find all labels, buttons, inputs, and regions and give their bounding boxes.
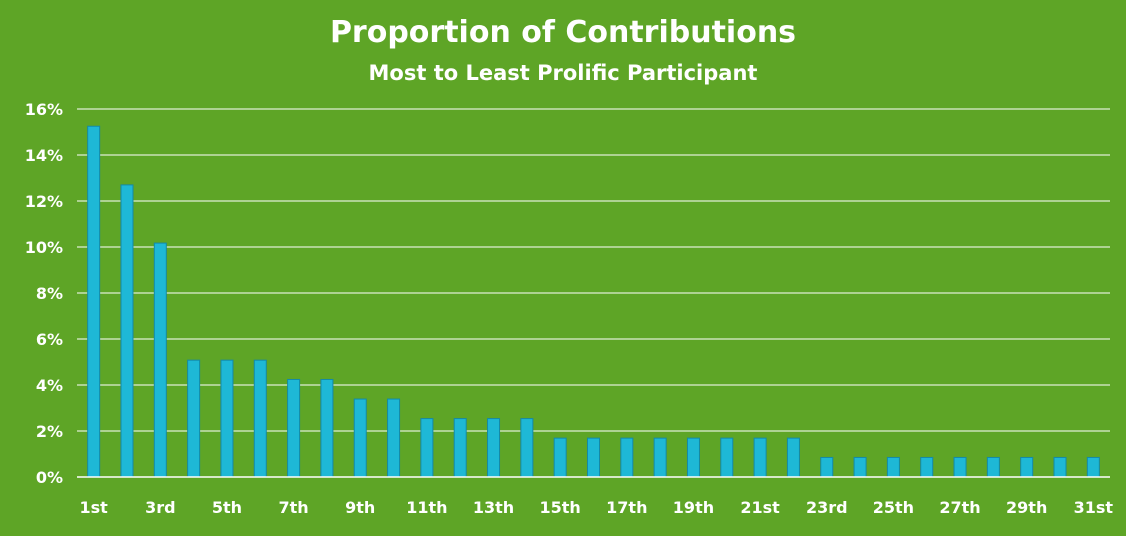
bar xyxy=(1020,456,1034,478)
bar xyxy=(287,378,301,478)
gridlines xyxy=(77,108,1110,432)
x-axis-tick-labels: 1st 3rd 5th 7th 9th 11th 13th 15th 17th 19th 21st 2… xyxy=(80,498,1114,517)
bar xyxy=(1086,456,1100,478)
bar xyxy=(353,398,367,478)
x-tick-label: 25th xyxy=(873,498,914,517)
bar xyxy=(453,418,467,478)
bar xyxy=(120,184,134,478)
x-tick-label: 19th xyxy=(673,498,714,517)
x-tick-label: 23rd xyxy=(806,498,848,517)
y-tick-label: 16% xyxy=(25,100,63,119)
bar xyxy=(720,437,734,478)
x-tick-label: 15th xyxy=(540,498,581,517)
y-axis-tick-labels: 0% 2% 4% 6% 8% 10% 12% 14% 16% xyxy=(25,100,63,487)
y-tick-label: 10% xyxy=(25,238,63,257)
bar xyxy=(587,437,600,478)
bar xyxy=(920,456,934,478)
y-tick-label: 4% xyxy=(36,376,63,395)
x-tick-label: 5th xyxy=(212,498,242,517)
bar xyxy=(387,398,401,478)
bar xyxy=(553,437,567,478)
y-tick-label: 0% xyxy=(36,468,63,487)
bar xyxy=(986,456,1000,478)
y-tick-label: 8% xyxy=(36,284,63,303)
bar xyxy=(853,456,867,478)
x-tick-label: 11th xyxy=(406,498,447,517)
x-tick-label: 9th xyxy=(345,498,375,517)
bar xyxy=(520,418,534,478)
x-tick-label: 13th xyxy=(473,498,514,517)
bar xyxy=(886,456,900,478)
bar xyxy=(320,378,334,478)
bars xyxy=(87,125,1100,478)
bar xyxy=(620,437,634,478)
bar xyxy=(653,437,667,478)
x-tick-label: 17th xyxy=(606,498,647,517)
y-tick-label: 12% xyxy=(25,192,63,211)
bar xyxy=(820,456,834,478)
x-tick-label: 1st xyxy=(80,498,109,517)
bar xyxy=(187,359,201,478)
bar xyxy=(487,418,501,478)
y-tick-label: 14% xyxy=(25,146,63,165)
y-tick-label: 6% xyxy=(36,330,63,349)
bar xyxy=(953,456,967,478)
bar xyxy=(253,359,267,478)
chart-subtitle: Most to Least Prolific Participant xyxy=(369,61,758,85)
x-tick-label: 7th xyxy=(279,498,309,517)
chart-title: Proportion of Contributions xyxy=(330,15,796,50)
y-tick-label: 2% xyxy=(36,422,63,441)
bar xyxy=(1053,456,1067,478)
bar xyxy=(686,437,700,478)
bar xyxy=(153,242,167,478)
x-tick-label: 29th xyxy=(1006,498,1047,517)
bar xyxy=(87,125,101,478)
bar xyxy=(753,437,767,478)
bar xyxy=(420,418,434,478)
bar xyxy=(220,359,234,478)
bar xyxy=(786,437,800,478)
x-tick-label: 3rd xyxy=(145,498,175,517)
x-tick-label: 31st xyxy=(1074,498,1114,517)
x-tick-label: 27th xyxy=(939,498,980,517)
x-tick-label: 21st xyxy=(740,498,780,517)
